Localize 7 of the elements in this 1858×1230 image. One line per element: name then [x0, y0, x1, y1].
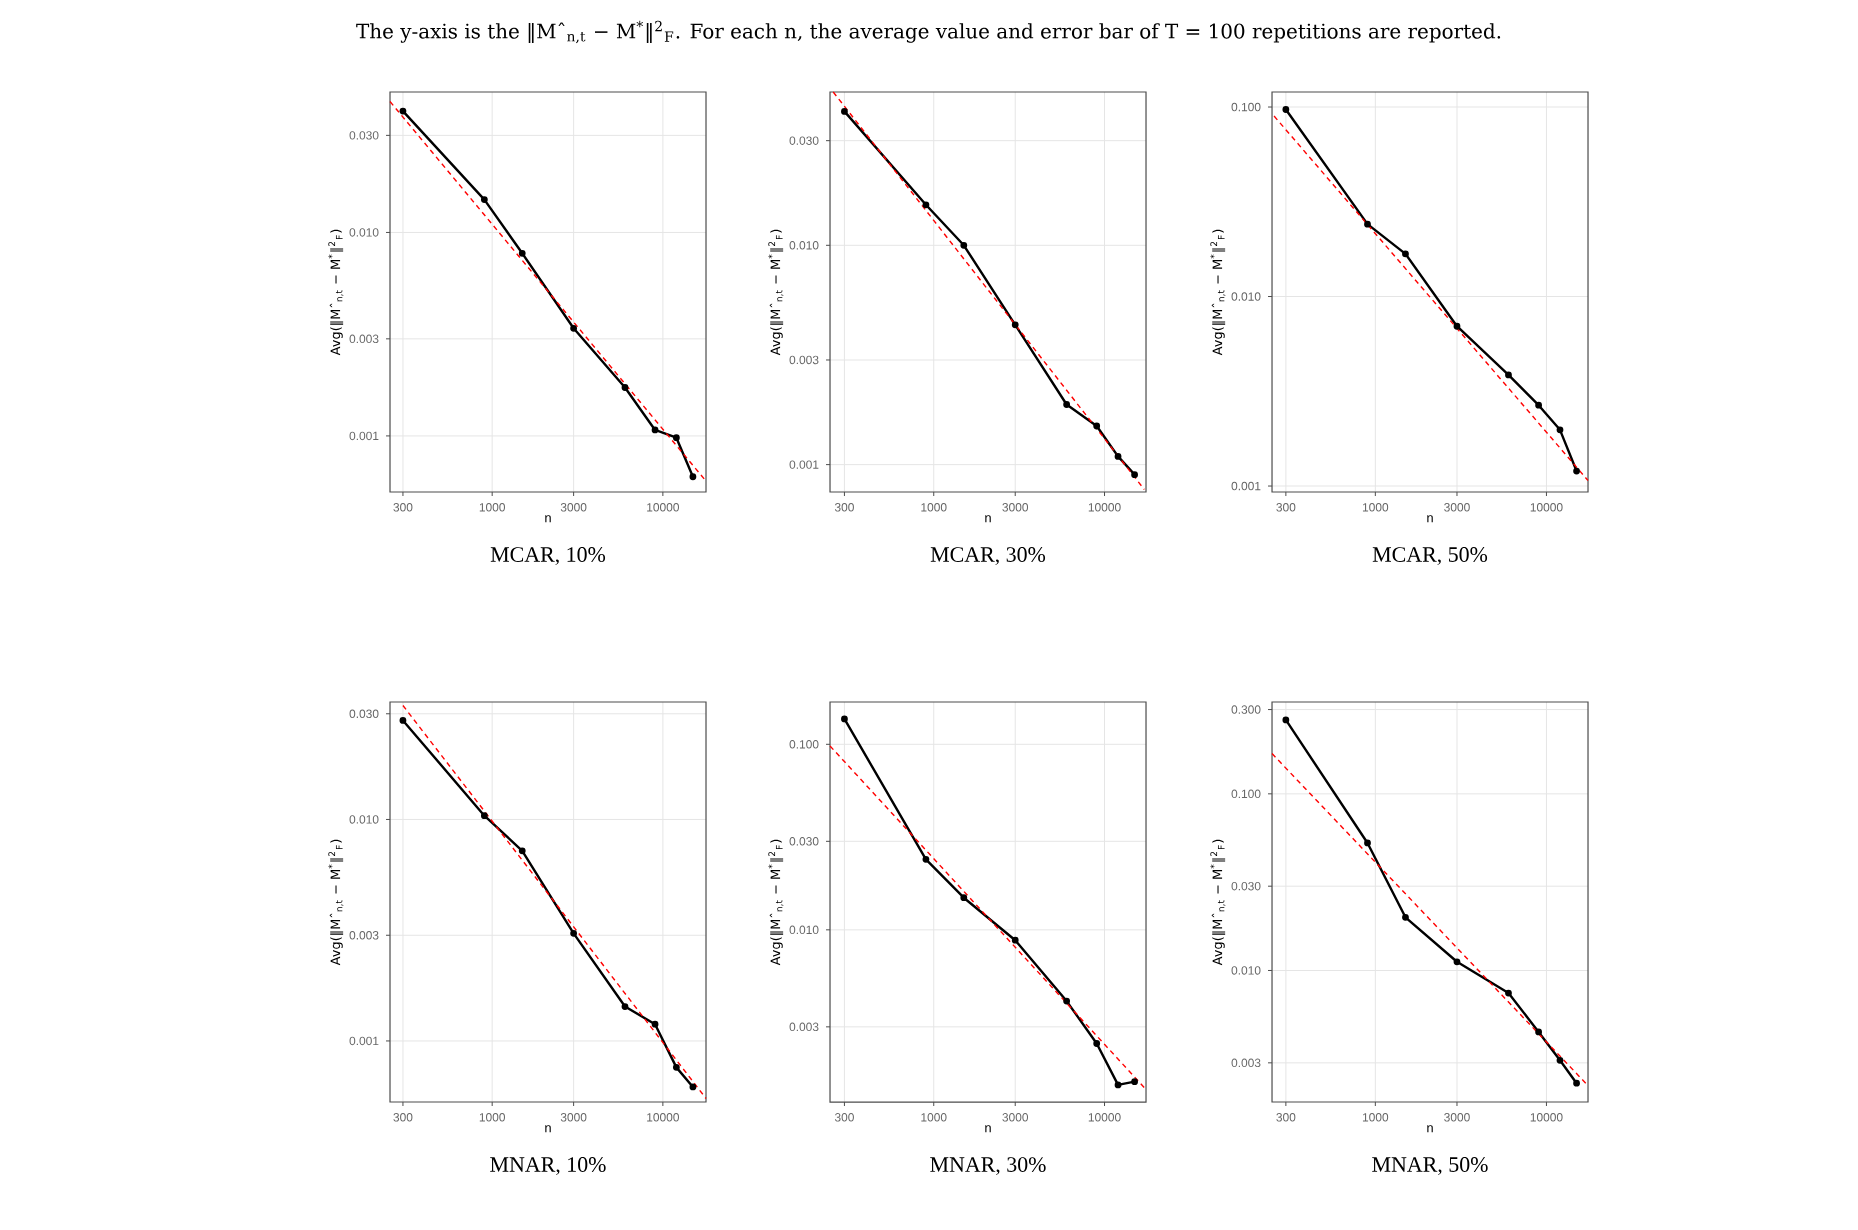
text: MCAR, 30% — [930, 547, 1046, 566]
text: MNAR, 50% — [1372, 1157, 1488, 1176]
text: MCAR, 10% — [490, 547, 606, 566]
text: MCAR, 50% — [1372, 547, 1488, 566]
text: MNAR, 30% — [930, 1157, 1046, 1176]
text: The y-axis is the ‖Mˆ$_{n,t}$ − M$^{*}$‖$^{2}$$_{F}$. For each n, the average value and error bar of T = 100 repetitions are reported. — [356, 20, 1501, 44]
text: MNAR, 10% — [490, 1157, 606, 1176]
